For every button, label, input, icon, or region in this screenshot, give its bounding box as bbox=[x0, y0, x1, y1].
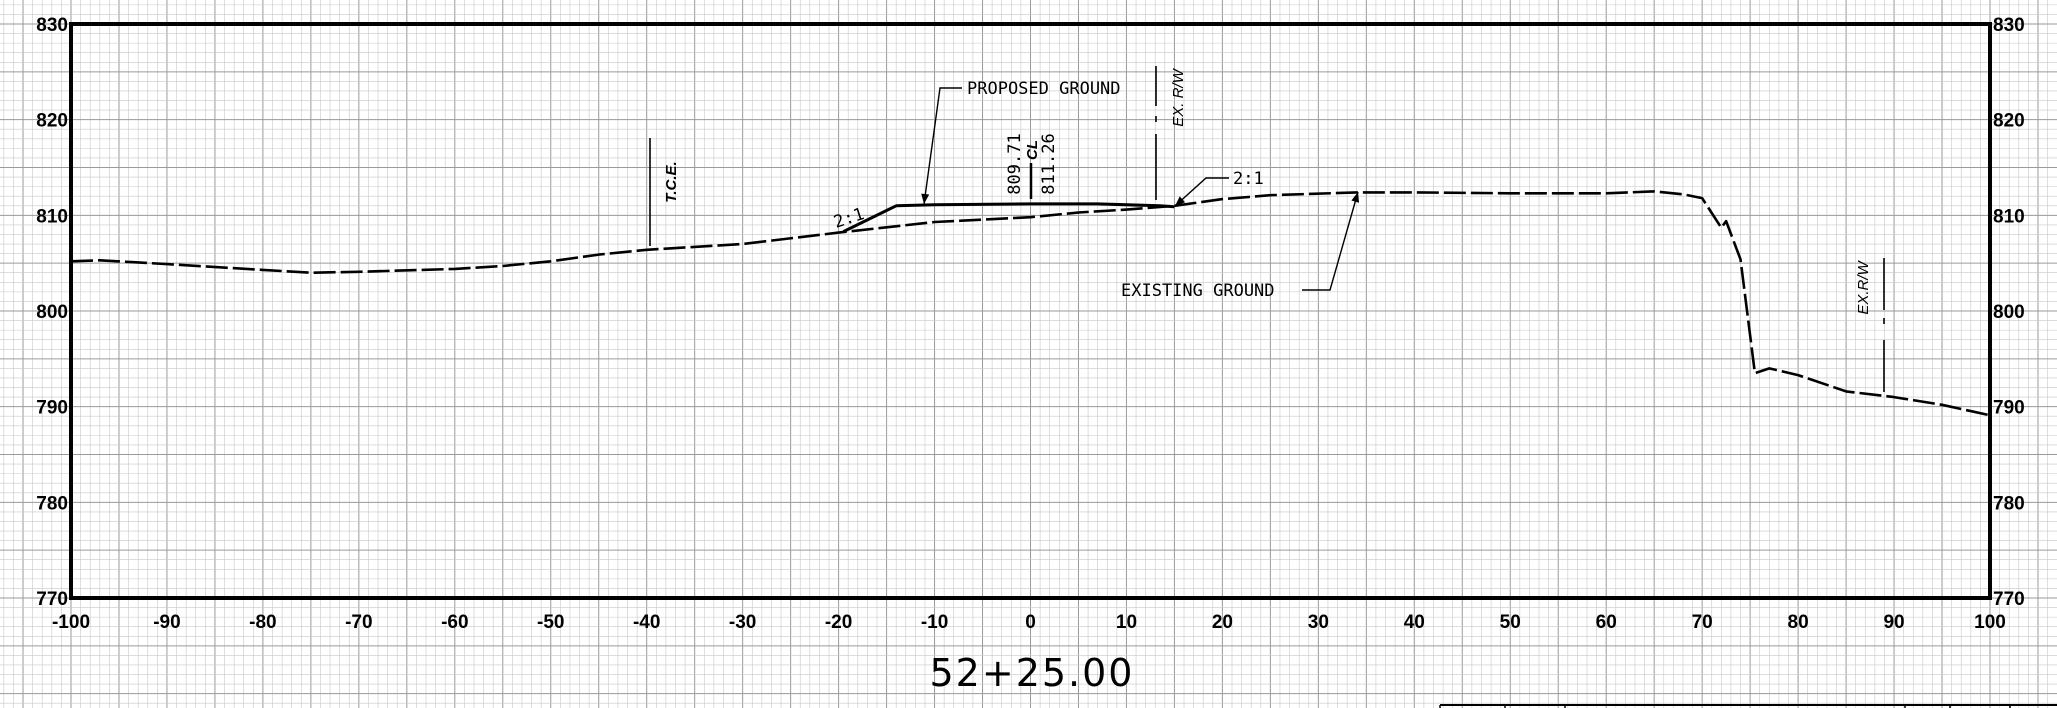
proposed-ground-line bbox=[842, 202, 1175, 233]
x-tick-label: 40 bbox=[1404, 612, 1425, 633]
x-tick-label: 90 bbox=[1883, 612, 1904, 633]
existing-ground-arrow bbox=[1351, 192, 1360, 203]
x-tick-label: 10 bbox=[1116, 612, 1137, 633]
existing-ground-label: EXISTING GROUND bbox=[1121, 281, 1275, 301]
x-tick-label: 100 bbox=[1974, 612, 2006, 633]
x-tick-label: -40 bbox=[633, 612, 660, 633]
y-tick-label-right: 780 bbox=[1993, 493, 2025, 514]
x-tick-label: -30 bbox=[729, 612, 756, 633]
x-tick-label: 60 bbox=[1596, 612, 1617, 633]
existing-ground-leader bbox=[1302, 191, 1359, 291]
slope-right-leader bbox=[1174, 177, 1229, 207]
x-tick-label: 70 bbox=[1692, 612, 1713, 633]
axis-ticks: -100 -90 -80 -70 -60 -50 -40 -30 -20 -10 0 10 20 30 40… bbox=[36, 15, 2024, 633]
x-tick-label: -10 bbox=[921, 612, 948, 633]
slope-right-label: 2:1 bbox=[1233, 169, 1264, 189]
proposed-ground-arrow bbox=[921, 193, 930, 204]
x-tick-label: -90 bbox=[153, 612, 180, 633]
y-tick-label-left: 830 bbox=[36, 15, 68, 36]
annotation-layer: PROPOSED GROUND EXISTING GROUND 2:1 2:1 … bbox=[649, 66, 1885, 392]
proposed-ground-leader bbox=[923, 87, 962, 205]
y-tick-label-right: 770 bbox=[1993, 589, 2025, 610]
x-tick-label: -50 bbox=[537, 612, 564, 633]
x-tick-label: 50 bbox=[1500, 612, 1521, 633]
slope-left-label: 2:1 bbox=[831, 204, 866, 233]
y-tick-label-right: 800 bbox=[1993, 302, 2025, 323]
x-tick-label: -20 bbox=[825, 612, 852, 633]
y-tick-label-left: 780 bbox=[36, 493, 68, 514]
y-tick-label-right: 810 bbox=[1993, 206, 2025, 227]
station-title: 52+25.00 bbox=[930, 651, 1135, 695]
tce-label: T.C.E. bbox=[663, 161, 680, 202]
series-layer bbox=[70, 190, 1991, 417]
x-tick-label: 20 bbox=[1212, 612, 1233, 633]
proposed-elevation-label: 811.26 bbox=[1039, 133, 1059, 194]
y-tick-label-left: 770 bbox=[36, 589, 68, 610]
slope-right-arrow bbox=[1175, 196, 1186, 206]
plot-frame bbox=[69, 22, 1992, 600]
x-tick-label: -80 bbox=[249, 612, 276, 633]
y-tick-label-left: 820 bbox=[36, 111, 68, 132]
x-tick-label: -100 bbox=[52, 612, 90, 633]
y-tick-label-right: 790 bbox=[1993, 398, 2025, 419]
right-of-way-center-label: EX. R/W bbox=[1170, 67, 1187, 126]
x-tick-label: 0 bbox=[1025, 612, 1036, 633]
y-tick-label-left: 810 bbox=[36, 206, 68, 227]
y-tick-label-left: 800 bbox=[36, 302, 68, 323]
y-tick-label-left: 790 bbox=[36, 398, 68, 419]
x-tick-label: 80 bbox=[1788, 612, 1809, 633]
x-tick-label: 30 bbox=[1308, 612, 1329, 633]
existing-elevation-label: 809.71 bbox=[1005, 133, 1025, 194]
y-tick-label-right: 820 bbox=[1993, 111, 2025, 132]
centerline-label: CL bbox=[1024, 140, 1041, 160]
x-tick-label: -60 bbox=[441, 612, 468, 633]
existing-ground-line bbox=[70, 190, 1991, 417]
x-tick-label: -70 bbox=[345, 612, 372, 633]
right-of-way-right-label: EX.R/W bbox=[1855, 259, 1872, 314]
y-tick-label-right: 830 bbox=[1993, 15, 2025, 36]
proposed-ground-label: PROPOSED GROUND bbox=[967, 79, 1121, 99]
